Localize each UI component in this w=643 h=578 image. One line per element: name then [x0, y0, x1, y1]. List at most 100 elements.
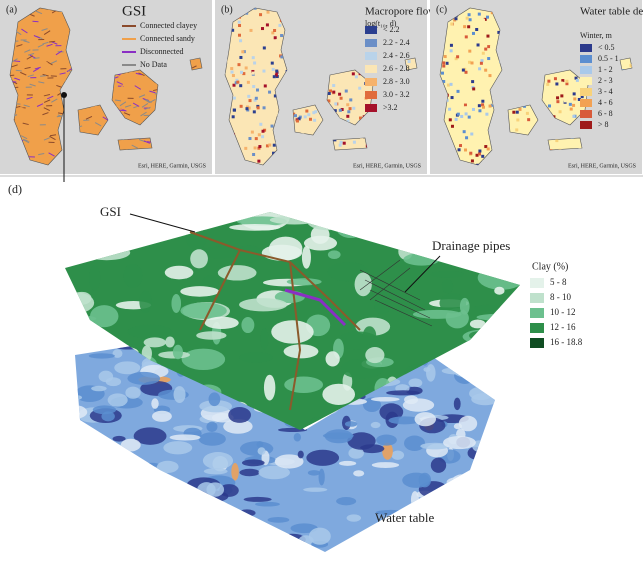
legend-label: >3.2 — [383, 103, 398, 112]
map-texture — [449, 118, 452, 121]
map-texture — [559, 110, 562, 113]
map-texture — [456, 141, 459, 144]
clay-patch — [460, 298, 470, 315]
legend-label: 3.0 - 3.2 — [383, 90, 410, 99]
clay-patch — [72, 292, 91, 305]
water-table-patch — [411, 491, 419, 508]
clay-patch — [241, 317, 254, 333]
map-texture — [245, 107, 248, 110]
map-texture — [527, 118, 530, 121]
clay-patch — [403, 253, 439, 266]
map-texture — [572, 104, 575, 107]
clay-patch — [205, 317, 239, 329]
water-table-patch — [443, 436, 476, 449]
map-texture — [259, 123, 262, 126]
map-texture — [450, 49, 453, 52]
map-texture — [462, 83, 465, 86]
clay-patch — [494, 287, 504, 295]
map-texture — [469, 18, 472, 21]
map-texture — [353, 141, 356, 144]
water-table-patch — [88, 472, 108, 477]
map-texture — [244, 147, 247, 150]
clay-patch — [469, 331, 490, 340]
clay-patch — [470, 320, 486, 329]
clay-patch — [444, 217, 474, 232]
map-texture — [478, 109, 481, 112]
map-texture — [468, 116, 471, 119]
clay-patch — [180, 286, 219, 297]
water-table-patch — [114, 361, 140, 374]
water-table-patch — [174, 386, 186, 403]
map-texture — [442, 65, 445, 68]
clay-patch — [510, 424, 521, 430]
legend-swatch — [580, 77, 592, 85]
clay-patch — [382, 209, 396, 215]
water-table-patch — [268, 517, 290, 523]
map-texture — [274, 79, 277, 82]
map-texture — [14, 61, 20, 62]
map-texture — [568, 110, 571, 113]
clay-patch — [264, 375, 275, 401]
clay-patch — [260, 328, 268, 350]
water-table-patch — [258, 447, 266, 455]
map-texture — [484, 48, 487, 51]
water-table-patch — [206, 422, 217, 432]
map-credit: Esri, HERE, Garmin, USGS — [353, 163, 421, 169]
water-table-patch — [298, 451, 304, 459]
legend-swatch — [365, 65, 377, 73]
water-table-patch — [71, 481, 90, 499]
water-table-patch — [213, 543, 221, 553]
map-texture — [343, 142, 346, 145]
map-texture — [471, 80, 474, 83]
map-texture — [328, 92, 331, 95]
water-table-patch — [469, 387, 493, 400]
map-texture — [576, 79, 579, 82]
water-table-patch — [85, 487, 110, 499]
map-texture — [352, 107, 355, 110]
clay-patch — [229, 224, 280, 231]
map-texture — [475, 28, 478, 31]
water-table-patch — [255, 502, 280, 507]
map-texture — [546, 83, 549, 86]
water-table-patch — [454, 484, 477, 497]
map-texture — [247, 81, 250, 84]
water-table-patch — [151, 398, 158, 409]
water-table-patch — [72, 395, 82, 400]
map-texture — [463, 130, 466, 133]
map-texture — [465, 112, 468, 115]
water-table-patch — [218, 537, 246, 551]
panel-label: (b) — [221, 4, 233, 15]
legend-label: > 8 — [598, 120, 609, 129]
map-texture — [449, 62, 452, 65]
map-texture — [339, 144, 342, 147]
map-texture — [250, 29, 253, 32]
map-texture — [457, 90, 460, 93]
water-table-patch — [139, 465, 146, 478]
clay-patch — [463, 330, 505, 344]
map-texture — [444, 55, 447, 58]
map-texture — [249, 99, 252, 102]
map-texture — [334, 102, 337, 105]
water-table-patch — [405, 534, 420, 539]
map-texture — [268, 144, 271, 147]
legend-swatch — [365, 26, 377, 34]
map-texture — [346, 115, 349, 118]
legend-swatch — [365, 39, 377, 47]
clay-patch — [269, 237, 302, 261]
map-texture — [339, 109, 342, 112]
water-table-patch — [459, 528, 483, 536]
map-texture — [247, 95, 250, 98]
legend-swatch — [580, 66, 592, 74]
map-texture — [481, 100, 484, 103]
legend-label: 12 - 16 — [550, 322, 576, 332]
map-texture — [252, 72, 255, 75]
water-table-patch — [244, 497, 272, 502]
legend-swatch — [530, 323, 544, 333]
map-texture — [486, 35, 489, 38]
map-texture — [248, 137, 251, 140]
map-texture — [477, 43, 480, 46]
map-texture — [458, 148, 461, 151]
map-texture — [489, 105, 492, 108]
water-table-patch — [121, 439, 141, 452]
